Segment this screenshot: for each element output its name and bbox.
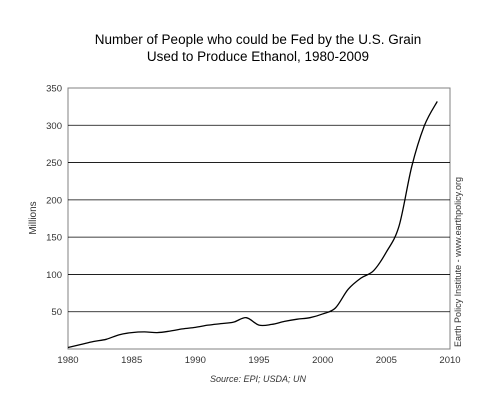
x-tick-label: 2005 — [376, 355, 397, 366]
x-tick-labels: 1980 1985 1990 1995 2000 2005 2010 — [57, 355, 460, 366]
x-tick-label: 2010 — [439, 355, 460, 366]
y-tick-label: 50 — [51, 307, 62, 318]
source-note: Source: EPI; USDA; UN — [210, 374, 307, 384]
x-tick-label: 1980 — [57, 355, 78, 366]
y-tick-label: 250 — [46, 158, 62, 169]
x-tick-label: 1985 — [121, 355, 142, 366]
y-tick-label: 200 — [46, 195, 62, 206]
earth-policy-side-note: Earth Policy Institute - www.earthpolicy… — [453, 177, 463, 347]
x-tick-label: 1995 — [248, 355, 269, 366]
y-axis-label: Millions — [28, 201, 39, 234]
plot-area — [67, 87, 451, 350]
chart-title-line-1: Number of People who could be Fed by the… — [95, 32, 421, 47]
series-line — [67, 101, 438, 349]
chart-title-line-2: Used to Produce Ethanol, 1980-2009 — [147, 49, 369, 64]
y-tick-labels: 50 100 150 200 250 300 350 — [46, 84, 62, 319]
x-tick-label: 2000 — [312, 355, 333, 366]
grid-lines — [68, 124, 450, 313]
y-tick-label: 150 — [46, 233, 62, 244]
y-tick-label: 100 — [46, 270, 62, 281]
x-tick-label: 1990 — [185, 355, 206, 366]
y-tick-label: 300 — [46, 121, 62, 132]
y-tick-label: 350 — [46, 84, 62, 95]
